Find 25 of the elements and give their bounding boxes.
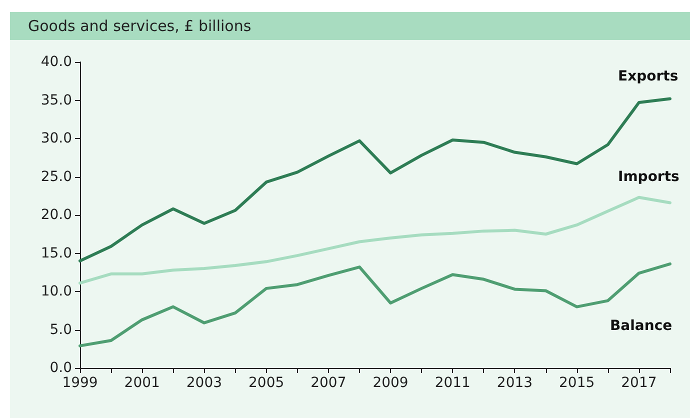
line-series xyxy=(78,196,672,285)
series-label: Exports xyxy=(618,68,678,85)
y-tick-label: 35.0 xyxy=(40,92,72,108)
y-tick-label: 0.0 xyxy=(50,360,72,376)
series-label: Balance xyxy=(610,318,672,334)
x-tick-label: 2015 xyxy=(559,375,595,391)
x-tick-label: 2009 xyxy=(372,375,408,391)
x-tick-label: 2017 xyxy=(621,375,657,391)
chart-title: Goods and services, £ billions xyxy=(10,12,690,40)
x-tick-label: 2013 xyxy=(496,375,533,391)
x-tick-label: 2011 xyxy=(434,375,470,391)
y-tick-label: 20.0 xyxy=(40,207,72,223)
series-label: Imports xyxy=(618,168,680,185)
y-tick-label: 15.0 xyxy=(40,245,72,262)
y-tick-label: 25.0 xyxy=(40,168,72,185)
x-tick-label: 1999 xyxy=(62,375,98,391)
x-tick-label: 2005 xyxy=(248,375,284,391)
x-tick-label: 2001 xyxy=(124,375,160,391)
y-tick-label: 30.0 xyxy=(40,130,72,146)
line-series xyxy=(78,262,672,348)
y-tick-label: 5.0 xyxy=(50,322,72,338)
y-tick-label: 40.0 xyxy=(40,54,72,70)
y-tick-label: 10.0 xyxy=(40,284,72,300)
x-tick-label: 2007 xyxy=(310,375,346,391)
x-tick-label: 2003 xyxy=(186,375,222,391)
